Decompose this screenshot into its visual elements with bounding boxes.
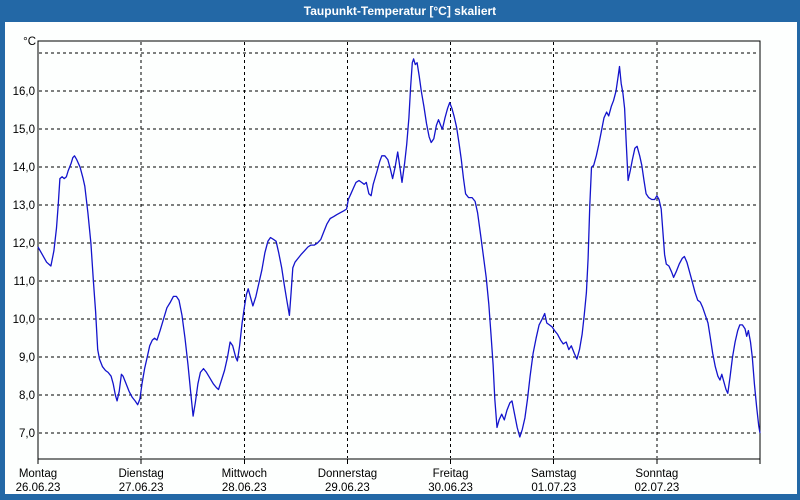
day-date-label: 27.06.23 [119,482,164,494]
y-axis-tick-label: 8,0 [19,390,35,402]
temperature-line [37,58,761,438]
day-date-label: 30.06.23 [428,482,473,494]
day-date-label: 26.06.23 [16,482,61,494]
y-axis-tick-label: 13,0 [13,200,35,212]
chart-title: Taupunkt-Temperatur [°C] skaliert [303,4,497,18]
day-name-label: Donnerstag [318,468,377,480]
plot-border [37,40,761,460]
y-axis-tick-label: 12,0 [13,238,35,250]
day-name-label: Sonntag [635,468,678,480]
y-axis-tick-label: 10,0 [13,314,35,326]
y-axis-tick-label: 9,0 [19,352,35,364]
y-axis-tick-label: 16,0 [13,86,35,98]
day-date-label: 02.07.23 [634,482,679,494]
day-name-label: Samstag [531,468,576,480]
day-name-label: Mittwoch [222,468,267,480]
dewpoint-temperature-chart: 16,0 15,0 14,0 13,0 12,0 11,0 10,0 9,0 8,0 7,0 °C M… [13,36,761,494]
y-axis-tick-label: 14,0 [13,162,35,174]
day-name-label: Montag [19,468,57,480]
y-axis-tick-label: 11,0 [13,276,35,288]
y-axis-tick-label: 7,0 [19,428,35,440]
y-axis-unit-label: °C [23,36,36,48]
day-name-label: Dienstag [118,468,163,480]
day-name-label: Freitag [433,468,469,480]
y-axis-tick-label: 15,0 [13,124,35,136]
title-bar: Taupunkt-Temperatur [°C] skaliert [0,0,800,22]
day-date-label: 29.06.23 [325,482,370,494]
day-date-label: 01.07.23 [531,482,576,494]
day-date-label: 28.06.23 [222,482,267,494]
